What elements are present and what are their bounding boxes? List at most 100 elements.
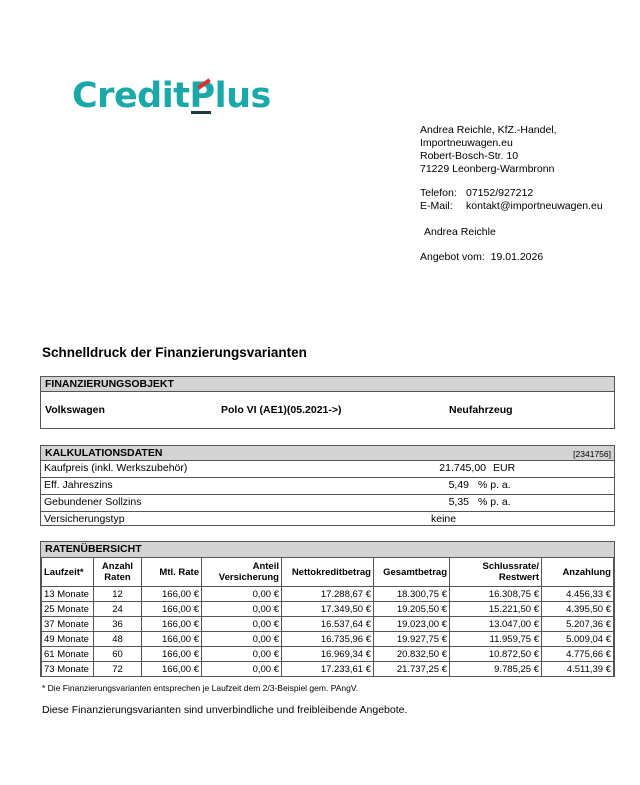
column-header: Gesamtbetrag bbox=[373, 557, 450, 587]
row-label: Versicherungstyp bbox=[44, 513, 125, 525]
page-title: Schnelldruck der Finanzierungsvarianten bbox=[42, 345, 307, 360]
table-cell: 24 bbox=[93, 601, 142, 617]
table-cell: 19.023,00 € bbox=[373, 616, 450, 632]
table-row: 61 Monate 60 166,00 €0,00 €16.969,34 €20.8… bbox=[41, 646, 614, 662]
phone: 07152/927212 bbox=[466, 187, 534, 199]
header-line: Laufzeit* bbox=[44, 566, 84, 578]
dealer-contact: Telefon: 07152/927212 E-Mail: kontakt@impo… bbox=[420, 187, 603, 213]
column-header: Anteil Versicherung bbox=[201, 557, 282, 587]
table-cell: 73 Monate bbox=[41, 661, 94, 677]
table-cell: 61 Monate bbox=[41, 646, 94, 662]
header-line: Anzahlung bbox=[562, 566, 611, 578]
row-value: 5,35 bbox=[448, 496, 469, 508]
table-cell: 166,00 € bbox=[141, 601, 202, 617]
row-value: 21.745,00 bbox=[439, 462, 486, 474]
header-line: Anzahl bbox=[101, 561, 134, 572]
rate-table: Laufzeit* Anzahl Raten Mtl. Rate Anteil Versi… bbox=[41, 557, 614, 677]
section-header: FINANZIERUNGSOBJEKT bbox=[41, 377, 614, 392]
offer-label: Angebot vom: bbox=[420, 251, 485, 263]
vehicle-model: Polo VI (AE1)(05.2021->) bbox=[221, 404, 342, 416]
column-header: Laufzeit* bbox=[41, 557, 94, 587]
offer-date-line: Angebot vom: 19.01.2026 bbox=[420, 251, 543, 264]
table-cell: 9.785,25 € bbox=[449, 661, 542, 677]
logo-text-end: lus bbox=[214, 76, 272, 116]
table-cell: 49 Monate bbox=[41, 631, 94, 647]
vehicle-brand: Volkswagen bbox=[45, 404, 105, 416]
header-line: Mtl. Rate bbox=[159, 566, 199, 578]
creditplus-logo: CreditP lus bbox=[72, 76, 271, 116]
row-unit: % p. a. bbox=[478, 496, 511, 508]
dealer-address: Andrea Reichle, KfZ.-Handel, Importneuwa… bbox=[420, 124, 557, 176]
calculation-row: Kaufpreis (inkl. Werkszubehör) 21.745,00 E… bbox=[41, 461, 614, 478]
section-header: RATENÜBERSICHT bbox=[41, 542, 614, 557]
table-cell: 19.927,75 € bbox=[373, 631, 450, 647]
column-header: Anzahl Raten bbox=[93, 557, 142, 587]
column-header: Schlussrate/Restwert bbox=[449, 557, 542, 587]
vehicle-type: Neufahrzeug bbox=[449, 404, 513, 416]
logo-bar bbox=[191, 111, 212, 114]
table-cell: 17.233,61 € bbox=[281, 661, 374, 677]
row-label: Eff. Jahreszins bbox=[44, 479, 113, 491]
table-cell: 37 Monate bbox=[41, 616, 94, 632]
calculation-row: Versicherungstyp keine bbox=[41, 512, 614, 528]
header-line: Raten bbox=[104, 572, 131, 583]
table-row: 37 Monate 36 166,00 €0,00 €16.537,64 €19.0… bbox=[41, 616, 614, 632]
footnote: * Die Finanzierungsvarianten entsprechen… bbox=[42, 683, 359, 693]
disclaimer: Diese Finanzierungsvarianten sind unverb… bbox=[42, 704, 408, 716]
table-cell: 13 Monate bbox=[41, 586, 94, 602]
table-cell: 166,00 € bbox=[141, 646, 202, 662]
table-cell: 10.872,50 € bbox=[449, 646, 542, 662]
dealer-street: Robert-Bosch-Str. 10 bbox=[420, 150, 519, 162]
table-cell: 13.047,00 € bbox=[449, 616, 542, 632]
table-cell: 11.959,75 € bbox=[449, 631, 542, 647]
email-label: E-Mail: bbox=[420, 200, 453, 212]
table-cell: 4.456,33 € bbox=[541, 586, 614, 602]
table-cell: 12 bbox=[93, 586, 142, 602]
financing-object-section: FINANZIERUNGSOBJEKT Volkswagen Polo VI (… bbox=[40, 376, 615, 429]
table-cell: 17.288,67 € bbox=[281, 586, 374, 602]
header-line: Gesamtbetrag bbox=[383, 566, 447, 578]
header-line: Restwert bbox=[498, 572, 539, 583]
table-cell: 48 bbox=[93, 631, 142, 647]
table-cell: 166,00 € bbox=[141, 586, 202, 602]
table-cell: 166,00 € bbox=[141, 661, 202, 677]
table-row: 25 Monate 24 166,00 €0,00 €17.349,50 €19.2… bbox=[41, 601, 614, 617]
table-cell: 5.009,04 € bbox=[541, 631, 614, 647]
table-cell: 166,00 € bbox=[141, 631, 202, 647]
calculation-section: KALKULATIONSDATEN [2341756] Kaufpreis (in… bbox=[40, 445, 615, 526]
phone-label: Telefon: bbox=[420, 187, 457, 199]
logo-p: P bbox=[189, 76, 215, 116]
section-header: KALKULATIONSDATEN [2341756] bbox=[41, 446, 614, 461]
table-cell: 25 Monate bbox=[41, 601, 94, 617]
table-cell: 166,00 € bbox=[141, 616, 202, 632]
table-row: 13 Monate 12 166,00 €0,00 €17.288,67 €18.3… bbox=[41, 586, 614, 602]
table-cell: 60 bbox=[93, 646, 142, 662]
table-cell: 0,00 € bbox=[201, 661, 282, 677]
column-header: Nettokreditbetrag bbox=[281, 557, 374, 587]
header-line: Nettokreditbetrag bbox=[291, 566, 371, 578]
table-cell: 16.308,75 € bbox=[449, 586, 542, 602]
table-cell: 21.737,25 € bbox=[373, 661, 450, 677]
table-row: 73 Monate 72 166,00 €0,00 €17.233,61 €21.7… bbox=[41, 661, 614, 677]
table-cell: 16.969,34 € bbox=[281, 646, 374, 662]
dealer-name: Andrea Reichle, KfZ.-Handel, bbox=[420, 124, 557, 136]
table-cell: 0,00 € bbox=[201, 616, 282, 632]
table-cell: 19.205,50 € bbox=[373, 601, 450, 617]
column-header: Anzahlung bbox=[541, 557, 614, 587]
contact-person: Andrea Reichle bbox=[424, 226, 496, 238]
dealer-city: 71229 Leonberg-Warmbronn bbox=[420, 163, 555, 175]
calculation-id: [2341756] bbox=[573, 449, 611, 459]
table-cell: 4.775,66 € bbox=[541, 646, 614, 662]
header-line: Versicherung bbox=[218, 572, 279, 583]
calculation-row: Gebundener Sollzins 5,35 % p. a. bbox=[41, 495, 614, 512]
table-cell: 0,00 € bbox=[201, 601, 282, 617]
table-cell: 16.735,96 € bbox=[281, 631, 374, 647]
email: kontakt@importneuwagen.eu bbox=[466, 200, 603, 212]
table-cell: 4.395,50 € bbox=[541, 601, 614, 617]
table-cell: 36 bbox=[93, 616, 142, 632]
rate-overview-section: RATENÜBERSICHT Laufzeit* Anzahl Raten Mtl. … bbox=[40, 541, 615, 677]
table-cell: 17.349,50 € bbox=[281, 601, 374, 617]
table-cell: 72 bbox=[93, 661, 142, 677]
header-line: Anteil bbox=[252, 561, 279, 572]
